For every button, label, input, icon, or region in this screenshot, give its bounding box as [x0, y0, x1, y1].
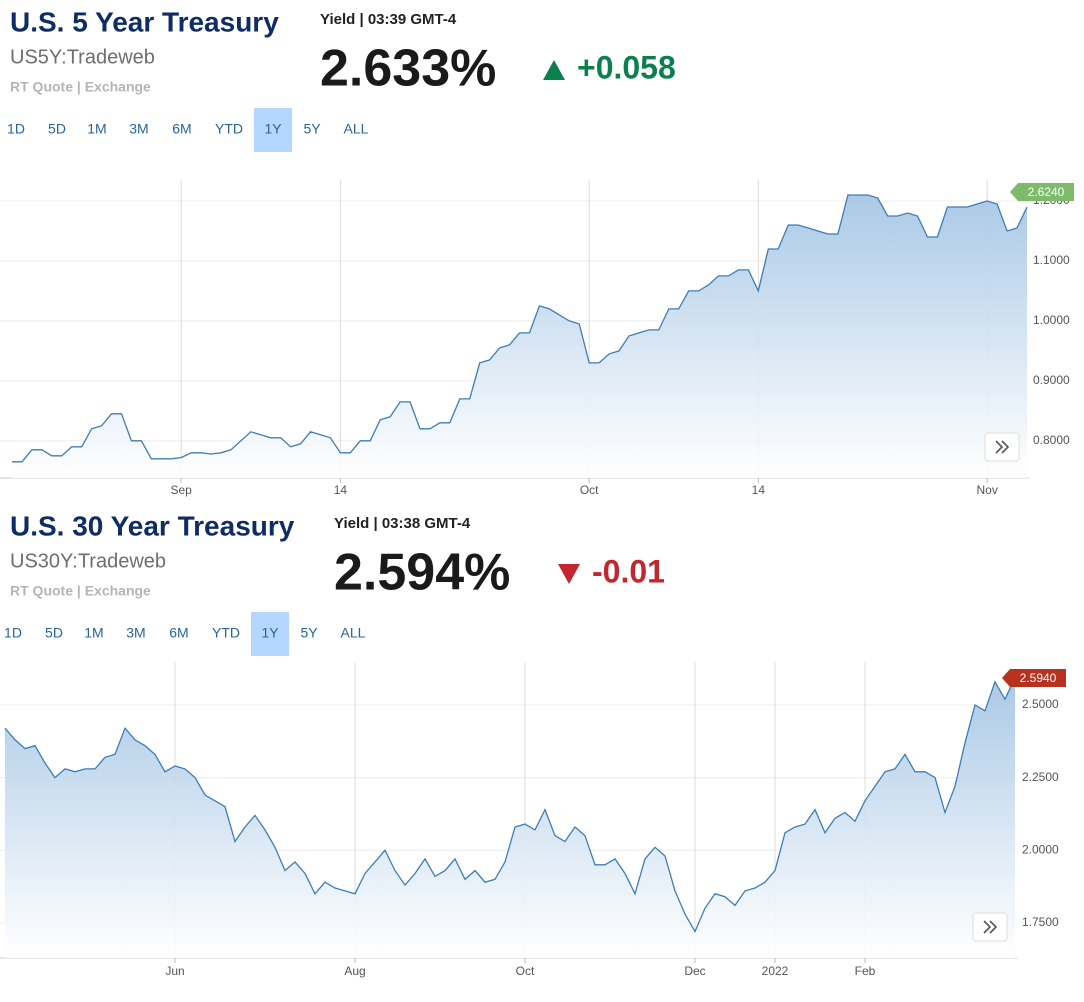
- range-button[interactable]: 5D: [48, 121, 66, 137]
- range-button[interactable]: 1M: [84, 625, 103, 641]
- y-tick-label: 0.8000: [1033, 433, 1070, 447]
- symbol: US30Y:Tradeweb: [10, 550, 166, 572]
- y-tick-label: 2.2500: [1022, 770, 1059, 784]
- change: +0.058: [577, 49, 676, 85]
- badge-label: 2.6240: [1028, 185, 1065, 199]
- y-tick-label: 1.0000: [1033, 313, 1070, 327]
- range-button[interactable]: 5Y: [303, 121, 321, 137]
- x-tick-label: 14: [752, 483, 766, 497]
- chevron: [995, 440, 1004, 454]
- range-button[interactable]: 3M: [126, 625, 145, 641]
- x-tick-label: 2022: [762, 964, 789, 978]
- area: [5, 677, 1015, 958]
- area: [12, 195, 1027, 478]
- x-tick-label: Sep: [170, 483, 192, 497]
- range-button[interactable]: ALL: [344, 121, 369, 137]
- range-button[interactable]: ALL: [341, 625, 366, 641]
- range-button[interactable]: 5D: [45, 625, 63, 641]
- y-tick-label: 0.9000: [1033, 373, 1070, 387]
- quote-time: Yield | 03:39 GMT-4: [320, 11, 457, 28]
- symbol: US5Y:Tradeweb: [10, 46, 155, 68]
- price: 2.594%: [334, 544, 510, 602]
- line: [4, 677, 1016, 934]
- change: -0.01: [592, 553, 665, 589]
- price: 2.633%: [320, 40, 496, 98]
- x-tick-label: Oct: [580, 483, 599, 497]
- x-tick-label: Oct: [516, 964, 535, 978]
- chevron: [1001, 440, 1010, 454]
- arrow-down: [558, 564, 580, 584]
- range-button[interactable]: YTD: [212, 625, 240, 641]
- quote-source: RT Quote | Exchange: [10, 583, 151, 599]
- range-button[interactable]: 1D: [4, 625, 22, 641]
- x-tick-label: Aug: [344, 964, 365, 978]
- y-tick-label: 2.5000: [1022, 697, 1059, 711]
- y-tick-label: 2.0000: [1022, 842, 1059, 856]
- range-button[interactable]: YTD: [215, 121, 243, 137]
- range-button[interactable]: 6M: [172, 121, 191, 137]
- quote-source: RT Quote | Exchange: [10, 79, 151, 95]
- x-tick-label: Jun: [165, 964, 184, 978]
- chart-title: U.S. 30 Year Treasury: [10, 510, 295, 541]
- range-button[interactable]: 3M: [129, 121, 148, 137]
- range-button[interactable]: 5Y: [300, 625, 318, 641]
- range-button[interactable]: 1M: [87, 121, 106, 137]
- badge-bg: [1010, 183, 1074, 201]
- range-active: [251, 612, 289, 656]
- range-active: [254, 108, 292, 152]
- y-tick-label: 1.1000: [1033, 253, 1070, 267]
- range-button[interactable]: 1Y: [261, 625, 279, 641]
- quote-time: Yield | 03:38 GMT-4: [334, 515, 471, 532]
- x-tick-label: Nov: [977, 483, 998, 497]
- x-tick-label: Feb: [855, 964, 876, 978]
- badge-bg: [1002, 669, 1066, 687]
- range-button[interactable]: 1Y: [264, 121, 282, 137]
- arrow-up: [543, 60, 565, 80]
- x-tick-label: Dec: [684, 964, 705, 978]
- line: [12, 194, 1028, 463]
- y-tick-label: 1.7500: [1022, 915, 1059, 929]
- x-tick-label: 14: [334, 483, 348, 497]
- chevron: [983, 920, 992, 934]
- range-button[interactable]: 6M: [169, 625, 188, 641]
- chart-title: U.S. 5 Year Treasury: [10, 6, 279, 37]
- chevron: [989, 920, 998, 934]
- range-button[interactable]: 1D: [7, 121, 25, 137]
- badge-label: 2.5940: [1020, 671, 1057, 685]
